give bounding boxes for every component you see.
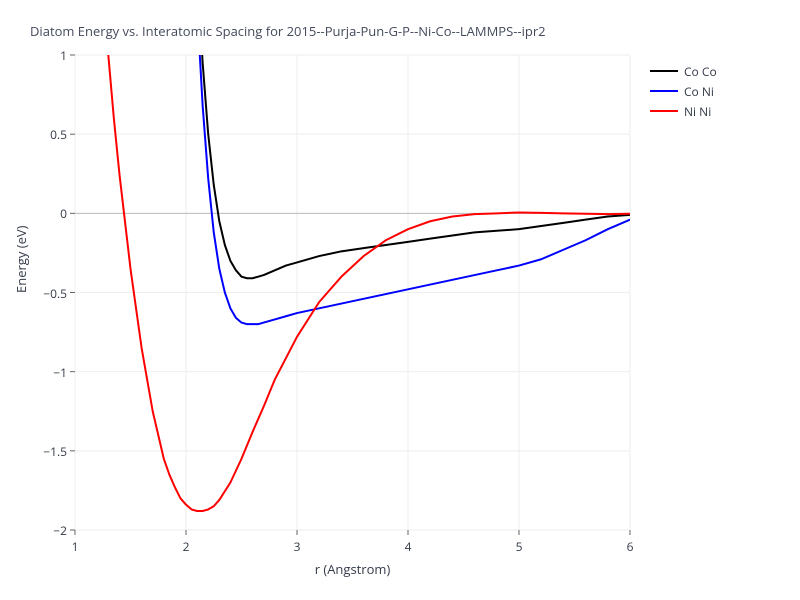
y-tick-label: −1.5: [43, 443, 67, 460]
x-tick-label: 6: [620, 538, 640, 555]
x-tick-label: 3: [287, 538, 307, 555]
legend-item-co-co[interactable]: Co Co: [650, 62, 717, 80]
y-tick-label: 0.5: [50, 126, 67, 143]
legend-item-ni-ni[interactable]: Ni Ni: [650, 102, 717, 120]
y-tick-label: 0: [60, 205, 67, 222]
legend-swatch: [650, 110, 678, 112]
chart-title: Diatom Energy vs. Interatomic Spacing fo…: [30, 22, 546, 40]
legend-label: Co Co: [684, 63, 717, 80]
y-tick-label: −2: [53, 522, 67, 539]
legend-swatch: [650, 90, 678, 92]
legend-swatch: [650, 70, 678, 72]
x-tick-label: 5: [509, 538, 529, 555]
x-tick-label: 2: [176, 538, 196, 555]
legend-item-co-ni[interactable]: Co Ni: [650, 82, 717, 100]
y-tick-label: −1: [53, 364, 67, 381]
y-tick-label: −0.5: [43, 285, 67, 302]
x-tick-label: 4: [398, 538, 418, 555]
legend-label: Ni Ni: [684, 103, 711, 120]
x-tick-label: 1: [65, 538, 85, 555]
legend: Co Co Co Ni Ni Ni: [650, 62, 717, 122]
x-axis-label: r (Angstrom): [303, 560, 403, 578]
y-axis-label: Energy (eV): [12, 225, 30, 292]
y-tick-label: 1: [60, 47, 67, 64]
chart-container: { "chart": { "type": "line", "title": "D…: [0, 0, 800, 600]
legend-label: Co Ni: [684, 83, 714, 100]
